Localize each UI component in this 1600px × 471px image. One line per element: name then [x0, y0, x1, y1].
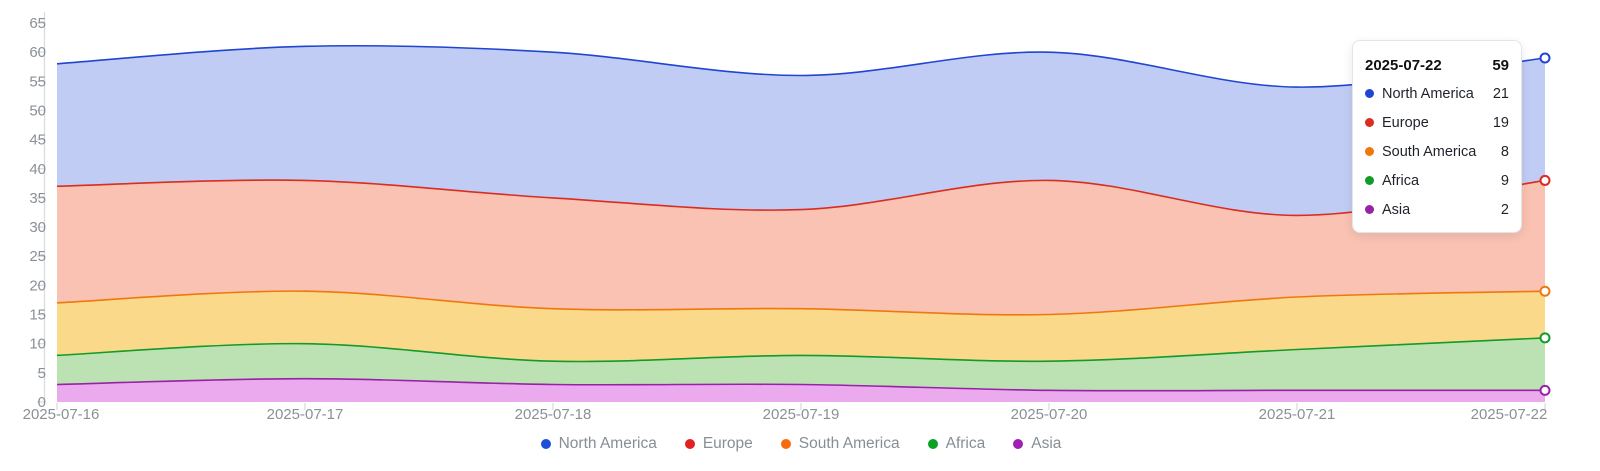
- x-axis-tick-label: 2025-07-16: [23, 406, 100, 423]
- end-marker-south-america[interactable]: [1539, 285, 1551, 297]
- x-axis-tick-label: 2025-07-18: [515, 406, 592, 423]
- asia-legend-dot-icon: [1013, 439, 1024, 449]
- y-axis-tick-label: 0: [38, 394, 46, 411]
- y-axis-tick-label: 40: [29, 161, 46, 178]
- x-axis-tick-label: 2025-07-22: [1471, 406, 1548, 423]
- north-america-series-dot-icon: [1365, 89, 1374, 98]
- line-europe: [56, 179, 1546, 217]
- line-asia: [56, 377, 1546, 392]
- north-america-legend-dot-icon: [540, 439, 551, 449]
- legend-label: Asia: [1031, 435, 1062, 453]
- legend-item-europe[interactable]: Europe: [684, 435, 753, 453]
- tooltip-series-value: 19: [1492, 114, 1509, 131]
- tooltip-row-europe: Europe 19: [1365, 108, 1509, 137]
- tooltip-series-label: Europe: [1382, 114, 1429, 131]
- tooltip-header: 2025-07-22 59: [1365, 51, 1509, 79]
- asia-series-dot-icon: [1365, 205, 1374, 214]
- europe-legend-dot-icon: [684, 439, 695, 449]
- tooltip-row-asia: Asia 2: [1365, 195, 1509, 224]
- y-axis-tick-label: 35: [29, 190, 46, 207]
- tooltip-series-value: 8: [1500, 143, 1509, 160]
- legend-label: Africa: [945, 435, 986, 453]
- end-marker-europe[interactable]: [1539, 174, 1551, 186]
- africa-legend-dot-icon: [927, 439, 938, 449]
- tooltip-row-south-america: South America 8: [1365, 137, 1509, 166]
- x-axis-tick-label: 2025-07-21: [1259, 406, 1336, 423]
- legend-label: North America: [558, 435, 657, 453]
- end-marker-north-america[interactable]: [1539, 52, 1551, 64]
- tooltip-date: 2025-07-22: [1365, 56, 1442, 74]
- y-axis-tick-label: 45: [29, 132, 46, 149]
- europe-series-dot-icon: [1365, 118, 1374, 127]
- y-axis-tick-label: 15: [29, 307, 46, 324]
- tooltip-series-value: 9: [1500, 172, 1509, 189]
- legend-item-africa[interactable]: Africa: [927, 435, 986, 453]
- chart-legend: North America Europe South America Africa As…: [57, 431, 1545, 457]
- line-africa: [56, 337, 1546, 363]
- tooltip-row-africa: Africa 9: [1365, 166, 1509, 195]
- x-axis-tick-label: 2025-07-20: [1011, 406, 1088, 423]
- end-marker-asia[interactable]: [1539, 384, 1551, 396]
- y-axis-tick-label: 50: [29, 102, 46, 119]
- south-america-legend-dot-icon: [780, 439, 791, 449]
- tooltip-series-label: South America: [1382, 143, 1477, 160]
- tooltip-series-value: 2: [1500, 201, 1509, 218]
- area-asia: [57, 378, 1545, 402]
- tooltip: 2025-07-22 59 North America 21 Europe 19 Sou…: [1352, 40, 1522, 233]
- y-axis-tick-label: 10: [29, 336, 46, 353]
- y-axis-tick-label: 65: [29, 15, 46, 32]
- south-america-series-dot-icon: [1365, 147, 1374, 156]
- x-axis-tick-label: 2025-07-17: [267, 406, 344, 423]
- tooltip-rows: North America 21 Europe 19 South America 8 Afr…: [1365, 79, 1509, 224]
- legend-label: Europe: [702, 435, 753, 453]
- end-marker-africa[interactable]: [1539, 332, 1551, 344]
- y-axis-tick-label: 60: [29, 44, 46, 61]
- tooltip-row-north-america: North America 21: [1365, 79, 1509, 108]
- africa-series-dot-icon: [1365, 176, 1374, 185]
- tooltip-total: 59: [1492, 56, 1509, 74]
- tooltip-series-value: 21: [1492, 85, 1509, 102]
- legend-label: South America: [798, 435, 900, 453]
- y-axis-tick-label: 5: [38, 365, 46, 382]
- tooltip-series-label: Africa: [1382, 172, 1420, 189]
- y-axis-tick-label: 55: [29, 73, 46, 90]
- line-north-america: [56, 44, 1546, 88]
- line-south-america: [56, 290, 1546, 316]
- legend-item-north-america[interactable]: North America: [540, 435, 657, 453]
- y-axis-tick-label: 25: [29, 248, 46, 265]
- legend-item-asia[interactable]: Asia: [1013, 436, 1061, 452]
- tooltip-series-label: Asia: [1382, 201, 1411, 218]
- tooltip-series-label: North America: [1382, 85, 1474, 102]
- y-axis-tick-label: 30: [29, 219, 46, 236]
- y-axis-tick-label: 20: [29, 277, 46, 294]
- legend-item-south-america[interactable]: South America: [780, 435, 900, 453]
- x-axis-tick-label: 2025-07-19: [763, 406, 840, 423]
